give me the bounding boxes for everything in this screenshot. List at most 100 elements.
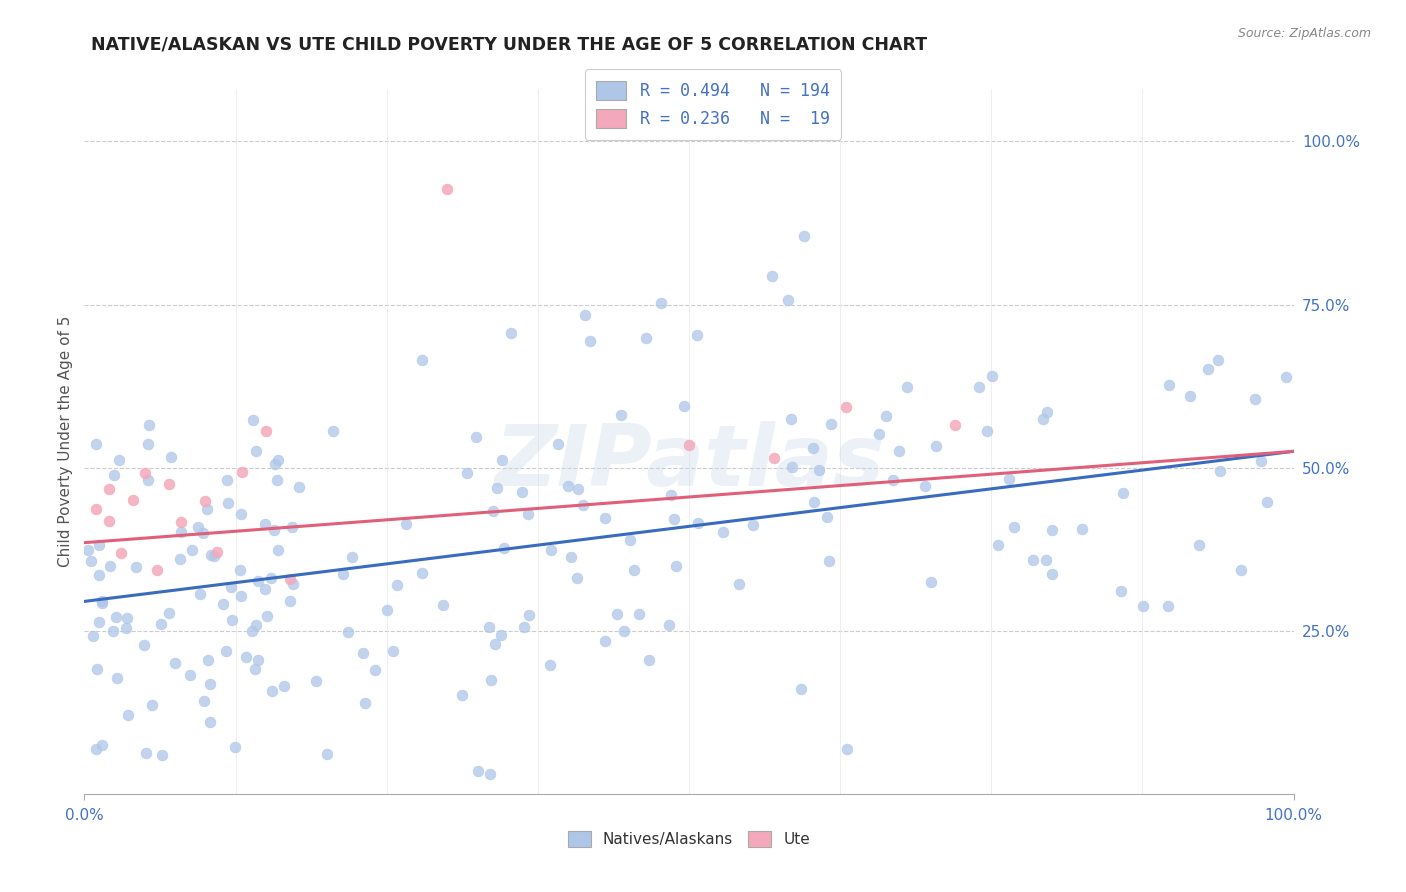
Point [567,571,589,585]
Point [221,613,243,627]
Point [875,409,897,424]
Point [134,466,156,480]
Point [835,400,858,414]
Point [187,520,209,534]
Point [322,424,344,438]
Point [1035,553,1057,567]
Point [987,539,1010,553]
Text: NATIVE/ALASKAN VS UTE CHILD POVERTY UNDER THE AGE OF 5 CORRELATION CHART: NATIVE/ALASKAN VS UTE CHILD POVERTY UNDE… [91,36,928,54]
Point [609,408,631,422]
Point [807,463,830,477]
Point [332,566,354,581]
Point [315,747,337,762]
Point [352,646,374,660]
Point [217,474,239,488]
Point [513,620,536,634]
Point [108,453,131,467]
Point [761,269,783,284]
Point [742,517,765,532]
Point [240,624,263,639]
Point [385,578,408,592]
Point [256,609,278,624]
Point [382,644,405,658]
Point [342,550,364,565]
Point [76,542,98,557]
Point [579,334,602,348]
Point [132,638,155,652]
Point [790,682,813,697]
Point [998,472,1021,486]
Point [572,499,595,513]
Point [245,617,267,632]
Point [778,293,800,308]
Point [613,624,636,638]
Point [138,437,160,451]
Point [191,526,214,541]
Point [673,399,696,413]
Point [262,683,284,698]
Point [105,671,128,685]
Text: ZIPatlas: ZIPatlas [494,421,884,504]
Point [198,676,221,690]
Point [491,453,513,467]
Point [914,479,936,493]
Point [98,558,121,573]
Point [103,467,125,482]
Point [91,596,114,610]
Text: Source: ZipAtlas.com: Source: ZipAtlas.com [1237,27,1371,40]
Point [254,516,277,531]
Point [1188,538,1211,552]
Point [478,767,501,781]
Point [492,541,515,556]
Point [117,707,139,722]
Point [253,582,276,596]
Point [762,450,785,465]
Point [246,653,269,667]
Point [375,603,398,617]
Point [150,616,173,631]
Point [567,482,589,496]
Point [354,697,377,711]
Point [634,331,657,345]
Point [157,606,180,620]
Point [1230,564,1253,578]
Point [1156,599,1178,614]
Point [780,411,803,425]
Point [194,494,217,508]
Point [159,450,181,464]
Point [411,353,433,368]
Point [150,747,173,762]
Point [512,485,534,500]
Point [235,649,257,664]
Point [266,473,288,487]
Point [943,417,966,432]
Point [229,507,252,521]
Point [87,615,110,629]
Point [273,679,295,693]
Point [538,657,561,672]
Point [920,575,942,590]
Point [925,440,948,454]
Point [1112,485,1135,500]
Point [179,668,201,682]
Point [170,525,193,540]
Point [1109,583,1132,598]
Point [197,653,219,667]
Point [1180,389,1202,403]
Point [1206,352,1229,367]
Point [97,482,120,496]
Point [193,694,215,708]
Point [264,457,287,471]
Point [207,545,229,559]
Point [1040,523,1063,537]
Point [803,495,825,509]
Point [638,653,661,667]
Point [801,441,824,455]
Point [287,480,309,494]
Point [91,738,114,752]
Point [278,572,301,586]
Point [967,380,990,394]
Point [231,465,253,479]
Point [221,581,243,595]
Point [245,443,267,458]
